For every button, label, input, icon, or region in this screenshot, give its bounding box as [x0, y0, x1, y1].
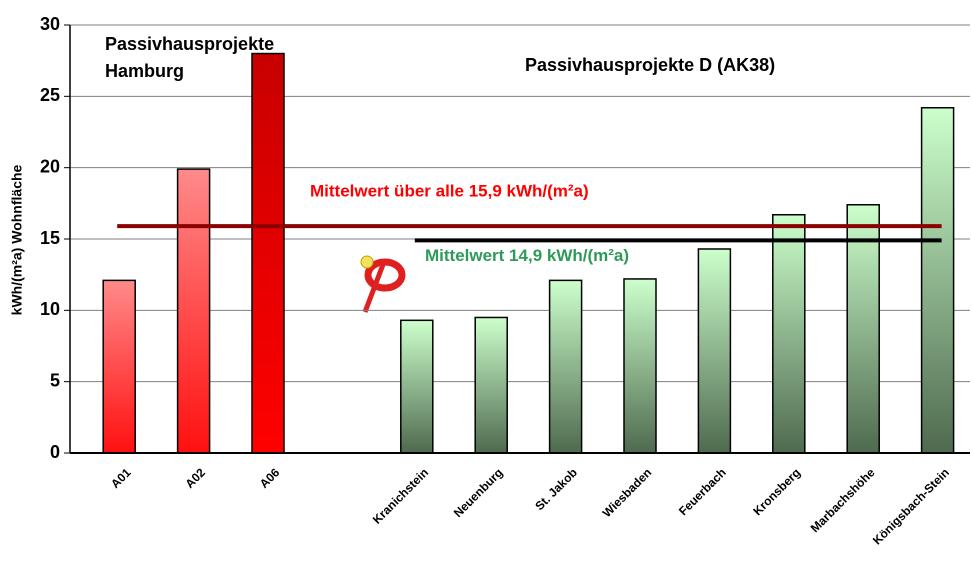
- bar: [102, 279, 136, 454]
- y-axis-label: kWh/(m²a) Wohnfläche: [9, 164, 25, 315]
- x-tick-label: Königsbach-Stein: [870, 465, 952, 547]
- bar: [251, 52, 285, 454]
- y-tick-label: 20: [40, 156, 60, 176]
- y-tick-label: 30: [40, 14, 60, 34]
- x-tick-label: Feuerbach: [676, 465, 729, 518]
- x-tick-label: St. Jakob: [532, 465, 580, 513]
- y-tick-label: 25: [40, 85, 60, 105]
- bar: [548, 279, 583, 454]
- bar: [176, 168, 211, 454]
- x-tick-label: Wiesbaden: [600, 465, 655, 520]
- bar: [772, 213, 806, 454]
- group-label: Passivhausprojekte D (AK38): [525, 55, 775, 75]
- logo: [360, 255, 406, 313]
- group-label: Passivhausprojekte: [105, 34, 274, 54]
- y-tick-label: 5: [50, 370, 60, 390]
- x-tick-label: A06: [257, 465, 283, 491]
- y-tick-label: 15: [40, 228, 60, 248]
- group-label: Hamburg: [105, 61, 184, 81]
- bar: [474, 316, 508, 454]
- reference-label: Mittelwert über alle 15,9 kWh/(m²a): [310, 182, 589, 201]
- x-tick-label: Kronsberg: [750, 465, 803, 518]
- x-tick-label: Neuenburg: [451, 465, 506, 520]
- bar: [400, 319, 434, 454]
- x-tick-label: Marbachshöhe: [808, 465, 878, 535]
- bar: [697, 248, 732, 454]
- x-tick-label: A01: [108, 465, 134, 491]
- x-tick-label: Kranichstein: [370, 465, 431, 526]
- bar: [920, 106, 955, 454]
- x-tick-label: A02: [182, 465, 208, 491]
- y-tick-label: 10: [40, 299, 60, 319]
- bar: [846, 204, 880, 454]
- y-tick-label: 0: [50, 442, 60, 462]
- bar: [623, 278, 657, 454]
- reference-label: Mittelwert 14,9 kWh/(m²a): [425, 246, 629, 265]
